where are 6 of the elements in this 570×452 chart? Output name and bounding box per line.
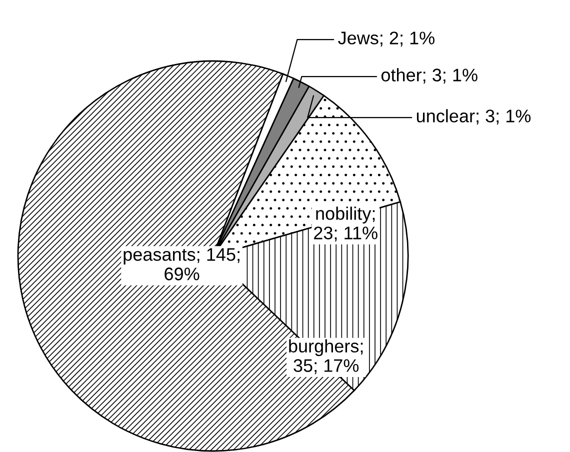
slice-label: Jews; 2; 1% [338,32,434,47]
slice-label: burghers; 35; 17% [289,339,363,374]
slice-label: nobility; 23; 11% [314,206,378,242]
slice-label: peasants; 145; 69% [124,248,240,280]
slice-label: other; 3; 1% [381,68,478,84]
slice-label: unclear; 3; 1% [416,109,531,125]
